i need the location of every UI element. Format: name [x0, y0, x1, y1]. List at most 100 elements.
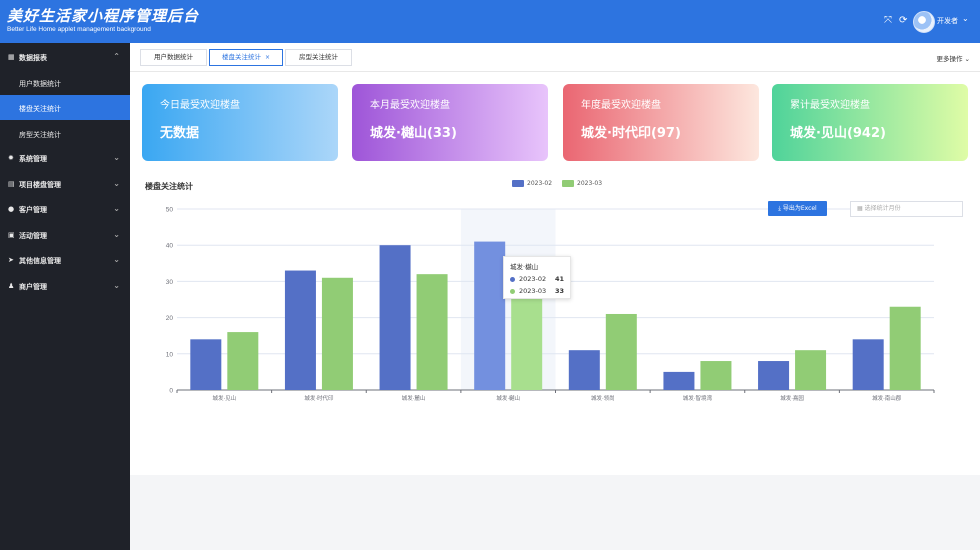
building-icon: ▤: [8, 180, 15, 188]
chart-icon: ▦: [8, 53, 15, 61]
chevron-down-icon: ⌄: [113, 179, 120, 188]
series-dot: [510, 288, 515, 294]
bar-2023-03: [795, 350, 827, 390]
chart-title: 楼盘关注统计: [145, 182, 193, 191]
bar-2023-02: [284, 270, 316, 390]
menu-group-projects[interactable]: ▤ 项目楼盘管理 ⌄: [0, 172, 130, 197]
bar-2023-02: [190, 339, 222, 390]
tooltip-series-name: 2023-02: [519, 275, 547, 283]
send-icon: ➤: [8, 256, 14, 264]
chevron-down-icon: ⌄: [113, 153, 120, 162]
tab-label: 房型关注统计: [299, 53, 338, 61]
merchant-icon: ♟: [8, 282, 15, 290]
menu-group-merchants[interactable]: ♟ 商户管理 ⌄: [0, 274, 130, 299]
user-name[interactable]: 开发者: [937, 17, 958, 25]
bar-2023-03: [416, 274, 448, 390]
stat-card-value: 城发·时代印(97): [581, 126, 681, 141]
series-dot: [510, 276, 515, 282]
tooltip-series-value: 41: [554, 275, 564, 283]
menu-group-label: 客户管理: [19, 206, 47, 214]
menu-group-data-reports[interactable]: ▦ 数据报表 ⌃: [0, 45, 130, 70]
sidebar-item-label: 用户数据统计: [19, 80, 61, 88]
y-tick-label: 10: [166, 351, 174, 358]
stat-card-title: 今日最受欢迎楼盘: [160, 100, 240, 111]
bar-2023-03: [321, 277, 353, 390]
tab-label: 楼盘关注统计: [221, 53, 261, 61]
main-content: 今日最受欢迎楼盘 无数据 本月最受欢迎楼盘 城发·樾山(33) 年度最受欢迎楼盘…: [130, 72, 980, 475]
bar-2023-02: [568, 350, 600, 390]
page-footer-area: [130, 475, 980, 550]
chevron-down-icon: ⌄: [964, 55, 970, 63]
customers-icon: ●: [8, 205, 15, 213]
chart-legend: 2023-02 2023-03: [512, 180, 610, 187]
chevron-down-icon: ⌄: [113, 255, 120, 264]
export-label: 导出为Excel: [782, 205, 817, 212]
bar-2023-02: [379, 245, 411, 390]
app-title: 美好生活家小程序管理后台: [7, 7, 200, 25]
bar-2023-02: [758, 361, 790, 390]
tooltip-series-name: 2023-03: [519, 287, 547, 295]
tab-label: 用户数据统计: [154, 53, 193, 61]
avatar[interactable]: [913, 11, 935, 33]
sidebar-item-user-stats[interactable]: 用户数据统计: [0, 70, 130, 95]
x-tick-label: 城发·麓山: [402, 394, 426, 402]
legend-item-series-b[interactable]: 2023-03: [562, 180, 602, 187]
menu-group-label: 数据报表: [19, 54, 47, 62]
bar-2023-03: [227, 332, 259, 390]
tab-user-stats[interactable]: 用户数据统计: [140, 49, 207, 66]
y-tick-label: 50: [166, 207, 174, 214]
stat-card-today: 今日最受欢迎楼盘 无数据: [142, 84, 338, 161]
download-icon: ⤓: [778, 205, 783, 212]
bar-2023-02: [474, 241, 506, 390]
tab-building-stats[interactable]: 楼盘关注统计 ×: [209, 49, 283, 66]
stat-card-value: 无数据: [160, 126, 200, 141]
more-operations-button[interactable]: 更多操作 ⌄: [936, 53, 970, 63]
legend-swatch: [562, 180, 574, 187]
sidebar-item-label: 楼盘关注统计: [19, 105, 61, 113]
stat-card-title: 累计最受欢迎楼盘: [790, 100, 870, 111]
top-header: 美好生活家小程序管理后台 Better Life Home applet man…: [0, 0, 980, 43]
close-icon[interactable]: ×: [264, 54, 271, 61]
bar-2023-02: [663, 371, 695, 390]
y-tick-label: 40: [166, 243, 174, 250]
menu-group-system[interactable]: ✹ 系统管理 ⌄: [0, 146, 130, 171]
month-picker-placeholder: 选择统计月份: [864, 205, 901, 212]
menu-group-events[interactable]: ▣ 活动管理 ⌄: [0, 223, 130, 248]
legend-item-series-a[interactable]: 2023-02: [512, 180, 552, 187]
more-ops-label: 更多操作: [936, 55, 963, 63]
chevron-down-icon[interactable]: ⌄: [962, 14, 969, 23]
y-tick-label: 30: [166, 279, 174, 286]
tooltip-series-value: 33: [554, 287, 564, 295]
menu-group-other-info[interactable]: ➤ 其他信息管理 ⌄: [0, 248, 130, 273]
legend-label: 2023-02: [527, 180, 553, 187]
export-excel-button[interactable]: ⤓ 导出为Excel: [768, 201, 827, 216]
y-tick-label: 20: [166, 315, 174, 322]
x-tick-label: 城发·时代印: [304, 394, 334, 402]
menu-group-label: 商户管理: [19, 283, 47, 291]
tab-roomtype-stats[interactable]: 房型关注统计: [285, 49, 352, 66]
gear-icon: ✹: [8, 154, 14, 162]
sidebar-item-building-stats[interactable]: 楼盘关注统计: [0, 95, 130, 120]
calendar-icon: ▦: [857, 205, 865, 212]
refresh-icon[interactable]: ⟳: [899, 15, 908, 26]
stat-card-title: 年度最受欢迎楼盘: [581, 100, 661, 111]
menu-group-customers[interactable]: ● 客户管理 ⌄: [0, 197, 130, 222]
menu-group-label: 活动管理: [19, 232, 47, 240]
fullscreen-icon[interactable]: ⤧: [884, 15, 892, 26]
chart-tooltip: 城发·樾山 2023-02 41 2023-03 33: [503, 256, 571, 299]
chevron-up-icon: ⌃: [113, 52, 120, 61]
menu-group-label: 系统管理: [19, 155, 47, 163]
y-tick-label: 0: [169, 388, 173, 395]
stat-card-year: 年度最受欢迎楼盘 城发·时代印(97): [563, 84, 759, 161]
stat-card-month: 本月最受欢迎楼盘 城发·樾山(33): [352, 84, 548, 161]
month-picker-input[interactable]: ▦ 选择统计月份: [850, 201, 963, 217]
menu-group-label: 其他信息管理: [19, 257, 61, 265]
bar-2023-03: [605, 313, 637, 390]
x-tick-label: 城发·智境湾: [683, 394, 713, 402]
bar-2023-03: [889, 306, 921, 390]
legend-label: 2023-03: [577, 180, 603, 187]
chevron-down-icon: ⌄: [113, 204, 120, 213]
sidebar-item-label: 房型关注统计: [19, 131, 61, 139]
sidebar-item-roomtype-stats[interactable]: 房型关注统计: [0, 121, 130, 146]
bar-2023-03: [700, 361, 732, 390]
